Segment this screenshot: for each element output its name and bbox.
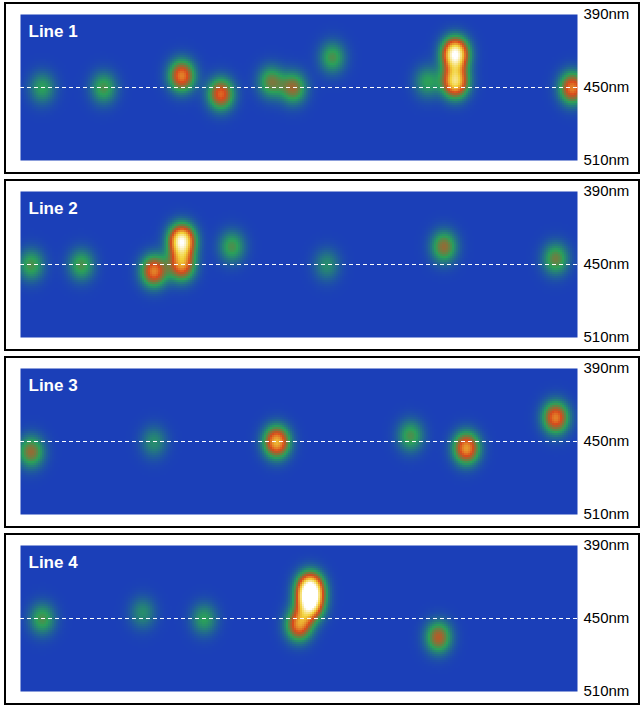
svg-text:450nm: 450nm — [584, 78, 630, 95]
svg-text:510nm: 510nm — [584, 328, 630, 345]
svg-text:Line 2: Line 2 — [29, 199, 78, 218]
svg-text:510nm: 510nm — [584, 682, 630, 699]
svg-text:390nm: 390nm — [584, 536, 630, 553]
svg-text:510nm: 510nm — [584, 151, 630, 168]
svg-text:390nm: 390nm — [584, 182, 630, 199]
svg-text:390nm: 390nm — [584, 5, 630, 22]
svg-text:Line 3: Line 3 — [29, 376, 78, 395]
svg-text:Line 4: Line 4 — [29, 553, 79, 572]
svg-text:510nm: 510nm — [584, 505, 630, 522]
svg-text:450nm: 450nm — [584, 255, 630, 272]
svg-text:390nm: 390nm — [584, 359, 630, 376]
svg-text:Line 1: Line 1 — [29, 22, 78, 41]
svg-text:450nm: 450nm — [584, 609, 630, 626]
svg-text:450nm: 450nm — [584, 432, 630, 449]
